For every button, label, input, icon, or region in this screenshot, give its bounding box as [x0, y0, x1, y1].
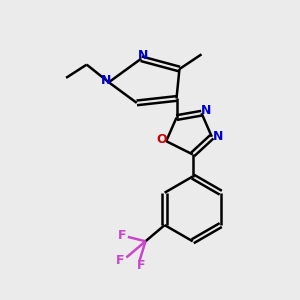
Text: N: N — [100, 74, 111, 87]
Text: N: N — [201, 104, 211, 117]
Text: N: N — [137, 49, 148, 62]
Text: F: F — [118, 229, 126, 242]
Text: N: N — [212, 130, 223, 143]
Text: F: F — [116, 254, 124, 267]
Text: O: O — [157, 133, 167, 146]
Text: F: F — [137, 259, 145, 272]
